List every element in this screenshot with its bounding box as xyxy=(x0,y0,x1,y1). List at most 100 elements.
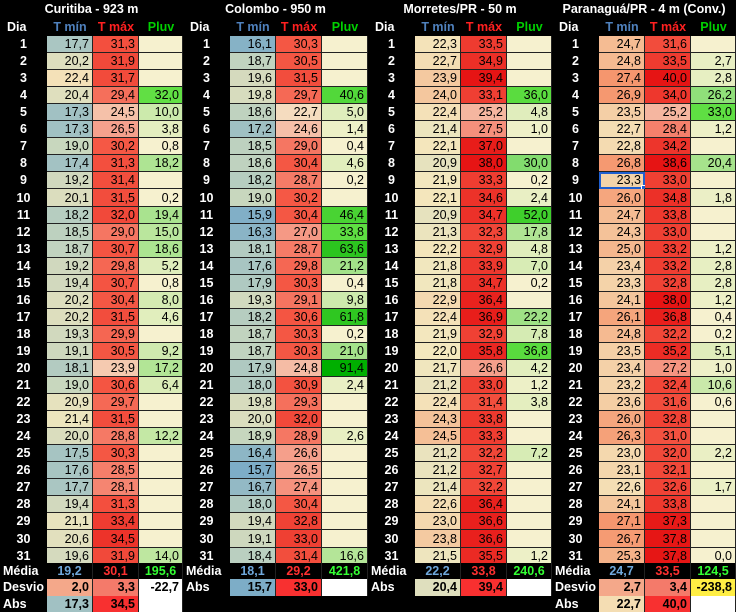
tmax-cell[interactable]: 34,6 xyxy=(461,189,507,207)
pluv-cell[interactable]: 21,0 xyxy=(322,343,368,360)
pluv-cell[interactable]: 5,1 xyxy=(691,343,736,360)
pluv-cell[interactable] xyxy=(691,513,736,530)
pluv-cell[interactable]: 4,2 xyxy=(507,360,552,377)
tmax-cell[interactable]: 34,7 xyxy=(461,207,507,224)
tmax-cell[interactable]: 34,2 xyxy=(645,138,691,155)
tmin-cell[interactable]: 18,7 xyxy=(230,326,276,343)
tmin-cell[interactable]: 25,0 xyxy=(599,241,645,258)
tmax-cell[interactable]: 34,9 xyxy=(461,53,507,70)
tmin-cell[interactable]: 20,0 xyxy=(230,411,276,428)
pluv-cell[interactable]: 22,2 xyxy=(507,309,552,326)
tmin-cell[interactable]: 20,2 xyxy=(47,53,93,70)
pluv-cell[interactable]: 40,6 xyxy=(322,87,368,104)
tmax-cell[interactable]: 26,5 xyxy=(93,121,139,138)
pluv-cell[interactable]: 0,2 xyxy=(507,172,552,189)
tmax-cell[interactable]: 28,1 xyxy=(93,479,139,496)
tmin-cell[interactable]: 18,7 xyxy=(230,53,276,70)
summary-média-value[interactable]: 24,7 xyxy=(599,563,645,579)
tmax-cell[interactable]: 27,5 xyxy=(461,121,507,138)
tmin-cell[interactable]: 24,5 xyxy=(415,428,461,445)
pluv-cell[interactable] xyxy=(507,411,552,428)
pluv-cell[interactable]: 0,4 xyxy=(322,138,368,155)
tmin-cell[interactable]: 21,4 xyxy=(415,121,461,138)
pluv-cell[interactable] xyxy=(507,70,552,87)
tmax-cell[interactable]: 29,3 xyxy=(276,394,322,411)
pluv-cell[interactable] xyxy=(322,513,368,530)
pluv-cell[interactable]: 0,6 xyxy=(691,394,736,411)
tmax-cell[interactable]: 32,1 xyxy=(645,462,691,479)
tmax-cell[interactable]: 32,2 xyxy=(645,326,691,343)
tmin-cell[interactable]: 18,2 xyxy=(230,172,276,189)
pluv-cell[interactable] xyxy=(507,513,552,530)
tmax-cell[interactable]: 30,3 xyxy=(276,275,322,292)
tmin-cell[interactable]: 19,2 xyxy=(47,172,93,189)
tmax-cell[interactable]: 33,3 xyxy=(461,428,507,445)
summary-abs-value[interactable] xyxy=(691,596,736,612)
tmax-cell[interactable]: 33,9 xyxy=(461,258,507,275)
pluv-cell[interactable] xyxy=(507,53,552,70)
tmin-cell[interactable]: 24,0 xyxy=(415,87,461,104)
tmin-cell[interactable]: 19,4 xyxy=(47,275,93,292)
pluv-cell[interactable] xyxy=(322,36,368,53)
tmax-cell[interactable]: 29,0 xyxy=(93,224,139,241)
tmin-cell[interactable]: 23,4 xyxy=(599,360,645,377)
tmin-cell[interactable]: 15,7 xyxy=(230,462,276,479)
tmax-cell[interactable]: 32,9 xyxy=(461,241,507,258)
tmin-cell[interactable]: 21,2 xyxy=(415,377,461,394)
pluv-cell[interactable] xyxy=(139,172,183,189)
pluv-cell[interactable]: 2,6 xyxy=(322,428,368,445)
tmax-cell[interactable]: 31,9 xyxy=(93,53,139,70)
pluv-cell[interactable]: 26,2 xyxy=(691,87,736,104)
pluv-cell[interactable]: 0,8 xyxy=(139,138,183,155)
tmin-cell[interactable]: 20,9 xyxy=(47,394,93,411)
tmin-cell[interactable]: 20,4 xyxy=(47,87,93,104)
pluv-cell[interactable] xyxy=(691,428,736,445)
tmax-cell[interactable]: 37,3 xyxy=(645,513,691,530)
tmax-cell[interactable]: 37,0 xyxy=(461,138,507,155)
pluv-cell[interactable]: 1,4 xyxy=(322,121,368,138)
pluv-cell[interactable]: 61,8 xyxy=(322,309,368,326)
pluv-cell[interactable]: 91,4 xyxy=(322,360,368,377)
summary-desvio-value[interactable]: 2,0 xyxy=(47,579,93,596)
pluv-cell[interactable]: 2,4 xyxy=(322,377,368,394)
pluv-cell[interactable] xyxy=(322,70,368,87)
tmax-cell[interactable]: 31,0 xyxy=(645,428,691,445)
summary-abs-value[interactable] xyxy=(507,579,552,596)
pluv-cell[interactable] xyxy=(507,462,552,479)
pluv-cell[interactable]: 7,0 xyxy=(507,258,552,275)
tmax-cell[interactable]: 31,5 xyxy=(93,189,139,207)
tmax-cell[interactable]: 31,3 xyxy=(93,36,139,53)
tmax-cell[interactable]: 35,8 xyxy=(461,343,507,360)
tmax-cell[interactable]: 31,3 xyxy=(93,155,139,172)
tmax-cell[interactable]: 34,8 xyxy=(645,189,691,207)
summary-abs-value[interactable]: 17,3 xyxy=(47,596,93,612)
tmin-cell[interactable]: 19,6 xyxy=(230,70,276,87)
summary-abs-value[interactable]: 20,4 xyxy=(415,579,461,596)
tmax-cell[interactable]: 33,5 xyxy=(645,53,691,70)
tmin-cell[interactable]: 19,8 xyxy=(230,87,276,104)
summary-média-value[interactable]: 18,1 xyxy=(230,563,276,579)
tmax-cell[interactable]: 32,8 xyxy=(645,275,691,292)
tmin-cell[interactable]: 17,7 xyxy=(47,36,93,53)
tmin-cell[interactable]: 20,2 xyxy=(47,309,93,326)
tmax-cell[interactable]: 27,0 xyxy=(276,224,322,241)
tmin-cell[interactable]: 21,8 xyxy=(415,258,461,275)
pluv-cell[interactable]: 6,4 xyxy=(139,377,183,394)
tmin-cell[interactable]: 22,2 xyxy=(415,241,461,258)
pluv-cell[interactable]: 3,8 xyxy=(507,394,552,411)
pluv-cell[interactable] xyxy=(691,496,736,513)
selected-cell[interactable]: 23,3 xyxy=(599,172,645,189)
tmax-cell[interactable]: 30,4 xyxy=(276,155,322,172)
tmax-cell[interactable]: 26,6 xyxy=(276,445,322,462)
tmin-cell[interactable]: 17,9 xyxy=(230,275,276,292)
summary-abs-value[interactable]: 22,7 xyxy=(599,596,645,612)
tmin-cell[interactable]: 23,9 xyxy=(415,70,461,87)
tmax-cell[interactable]: 30,2 xyxy=(93,138,139,155)
pluv-cell[interactable]: 17,8 xyxy=(507,224,552,241)
tmax-cell[interactable]: 31,5 xyxy=(93,309,139,326)
pluv-cell[interactable]: 1,7 xyxy=(691,479,736,496)
tmax-cell[interactable]: 32,0 xyxy=(645,445,691,462)
tmin-cell[interactable]: 15,9 xyxy=(230,207,276,224)
pluv-cell[interactable] xyxy=(507,530,552,548)
tmax-cell[interactable]: 29,7 xyxy=(276,87,322,104)
